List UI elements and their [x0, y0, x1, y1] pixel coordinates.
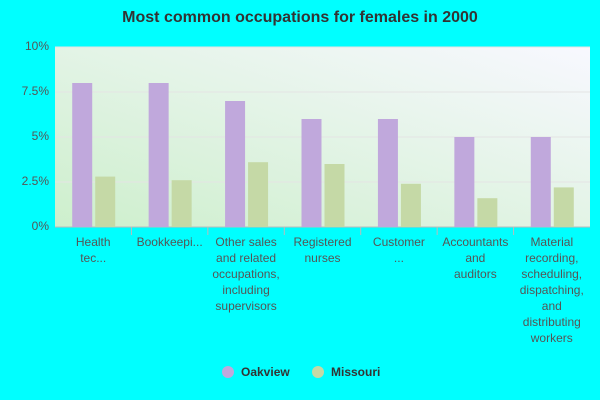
bar	[95, 176, 116, 227]
bar	[477, 198, 498, 227]
x-tick-label: Health tec...	[76, 235, 111, 265]
bar	[72, 83, 93, 227]
bar	[324, 164, 345, 227]
bar	[148, 83, 169, 227]
y-tick-label: 0%	[32, 219, 50, 233]
y-tick-label: 5%	[32, 129, 50, 143]
legend-swatch	[222, 366, 234, 378]
chart-title: Most common occupations for females in 2…	[122, 9, 478, 26]
legend-swatch	[312, 366, 324, 378]
x-tick-label: Registered nurses	[293, 235, 351, 265]
x-tick-label: Other sales and related occupations, includ…	[212, 235, 279, 313]
bar	[400, 183, 421, 227]
y-tick-label: 2.5%	[22, 174, 50, 188]
bar	[454, 137, 475, 227]
y-tick-label: 10%	[25, 39, 49, 53]
legend-label: Oakview	[241, 365, 290, 379]
x-tick-label: Accountants and auditors	[442, 235, 508, 281]
bar	[530, 137, 551, 227]
bar	[171, 180, 192, 227]
legend-label: Missouri	[331, 365, 380, 379]
x-tick-label: Customer...	[373, 235, 425, 265]
x-tick-label: Material recording, scheduling, dispatching…	[520, 235, 584, 345]
bar	[225, 101, 246, 227]
bar	[553, 187, 574, 227]
bar	[377, 119, 398, 227]
bar	[301, 119, 322, 227]
y-tick-label: 7.5%	[22, 84, 50, 98]
bar	[248, 162, 269, 227]
x-tick-label: Bookkeepi...	[137, 235, 203, 249]
